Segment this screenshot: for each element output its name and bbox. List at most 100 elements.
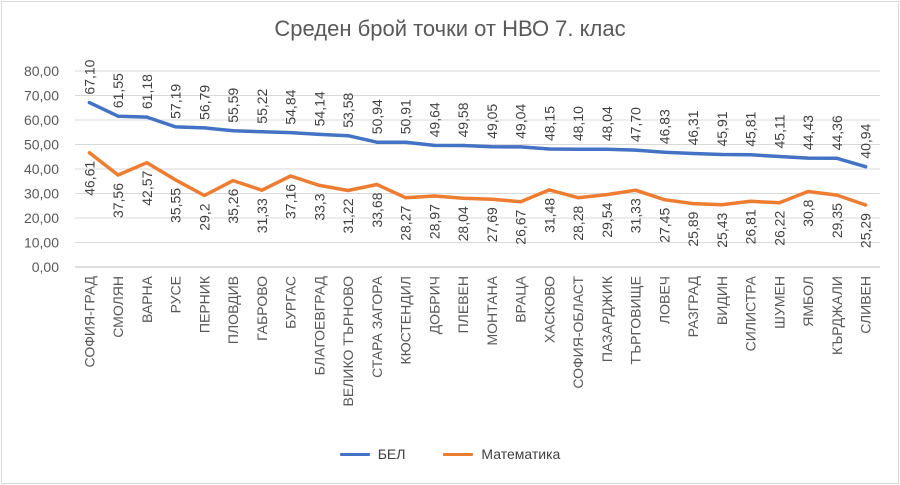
data-label-bel: 55,59	[225, 88, 241, 123]
x-tick-label: ХАСКОВО	[541, 276, 557, 343]
data-point-bel	[490, 145, 494, 149]
data-label-bel: 56,79	[196, 85, 212, 120]
data-label-bel: 50,94	[369, 99, 385, 134]
data-label-bel: 48,10	[570, 106, 586, 141]
data-label-math: 27,69	[484, 207, 500, 242]
chart-title: Среден брой точки от НВО 7. клас	[274, 16, 626, 41]
x-tick-label: КЪРДЖАЛИ	[829, 276, 845, 355]
data-point-bel	[116, 114, 120, 118]
x-tick-label: РАЗГРАД	[685, 275, 701, 337]
x-tick-label: СЛИВЕН	[858, 276, 874, 334]
x-tick-label: ПЕРНИК	[196, 275, 212, 333]
y-tick-label: 20,00	[24, 210, 59, 226]
data-point-bel	[576, 147, 580, 151]
data-point-math	[260, 188, 264, 192]
x-tick-label: ВИДИН	[714, 276, 730, 325]
data-point-math	[461, 196, 465, 200]
data-label-math: 28,97	[426, 204, 442, 239]
data-point-math	[289, 174, 293, 178]
legend-item-math: Математика	[443, 446, 560, 462]
data-point-math	[116, 173, 120, 177]
data-label-bel: 45,81	[743, 112, 759, 147]
data-label-math: 31,22	[340, 198, 356, 233]
data-label-bel: 53,58	[340, 92, 356, 127]
data-point-math	[864, 203, 868, 207]
data-point-bel	[432, 143, 436, 147]
x-tick-label: ШУМЕН	[771, 276, 787, 329]
data-label-bel: 44,43	[800, 115, 816, 150]
legend-item-bel: БЕЛ	[339, 446, 406, 462]
data-point-math	[806, 189, 810, 194]
x-tick-label: СМОЛЯН	[110, 276, 126, 338]
data-label-math: 25,43	[714, 212, 730, 247]
data-point-math	[720, 203, 724, 207]
x-tick-label: ПАЗАРДЖИК	[599, 275, 615, 362]
y-tick-label: 30,00	[24, 186, 59, 202]
data-label-math: 29,54	[599, 202, 615, 237]
x-tick-label: ТЪРГОВИЩЕ	[628, 276, 644, 365]
data-point-bel	[864, 165, 868, 169]
data-label-math: 25,29	[858, 213, 874, 248]
data-label-math: 35,26	[225, 188, 241, 223]
legend-label-math: Математика	[481, 446, 561, 462]
data-label-bel: 44,36	[829, 115, 845, 150]
data-point-bel	[547, 147, 551, 151]
data-label-bel: 46,31	[685, 110, 701, 145]
x-tick-label: ПЛЕВЕН	[455, 276, 471, 333]
data-label-math: 30,8	[800, 199, 816, 226]
data-point-bel	[720, 152, 724, 157]
y-tick-label: 70,00	[24, 88, 59, 104]
data-label-math: 29,2	[196, 203, 212, 230]
data-point-bel	[605, 147, 609, 151]
data-label-bel: 50,91	[398, 99, 414, 134]
y-tick-label: 50,00	[24, 137, 59, 153]
x-tick-label: ВЕЛИКО ТЪРНОВО	[340, 276, 356, 407]
data-label-bel: 40,94	[858, 123, 874, 158]
x-tick-label: СОФИЯ-ГРАД	[81, 275, 97, 367]
data-label-bel: 49,05	[484, 104, 500, 139]
data-label-math: 26,81	[743, 209, 759, 244]
data-point-math	[576, 196, 580, 200]
data-label-bel: 61,55	[110, 73, 126, 108]
x-tick-label: ВРАЦА	[513, 275, 529, 322]
data-point-math	[547, 188, 551, 192]
x-tick-label: ПЛОВДИВ	[225, 276, 241, 344]
data-point-math	[317, 183, 321, 188]
data-point-bel	[260, 130, 264, 134]
data-label-math: 27,45	[656, 208, 672, 243]
x-tick-label: КЮСТЕНДИЛ	[398, 276, 414, 365]
data-label-bel: 67,10	[81, 59, 97, 94]
x-tick-label: СОФИЯ-ОБЛАСТ	[570, 276, 586, 389]
data-label-math: 31,48	[541, 198, 557, 233]
data-label-bel: 49,04	[513, 104, 529, 139]
data-point-math	[662, 198, 666, 202]
x-tick-label: ВАРНА	[139, 275, 155, 323]
data-point-math	[634, 188, 638, 192]
data-label-math: 31,33	[254, 198, 270, 233]
data-point-bel	[777, 154, 781, 159]
data-label-math: 46,61	[81, 161, 97, 196]
data-label-math: 31,33	[628, 198, 644, 233]
data-label-math: 35,55	[168, 188, 184, 223]
data-point-bel	[634, 148, 638, 152]
data-label-math: 37,56	[110, 183, 126, 218]
data-label-bel: 48,15	[541, 106, 557, 141]
data-point-bel	[662, 150, 666, 154]
data-label-bel: 45,91	[714, 111, 730, 146]
data-point-math	[749, 199, 753, 203]
data-point-math	[835, 193, 839, 197]
data-point-math	[145, 161, 149, 165]
y-tick-label: 0,00	[32, 259, 59, 275]
legend-label-bel: БЕЛ	[377, 446, 406, 462]
data-point-math	[346, 188, 350, 193]
data-point-math	[375, 182, 379, 187]
data-label-math: 42,57	[139, 171, 155, 206]
y-tick-label: 80,00	[24, 63, 59, 79]
data-label-math: 33,3	[311, 193, 327, 220]
data-point-math	[231, 179, 235, 183]
data-label-bel: 49,58	[455, 102, 471, 137]
data-label-bel: 48,04	[599, 106, 615, 141]
series-line-math	[87, 151, 868, 207]
data-point-bel	[519, 145, 523, 149]
data-point-bel	[87, 101, 91, 105]
